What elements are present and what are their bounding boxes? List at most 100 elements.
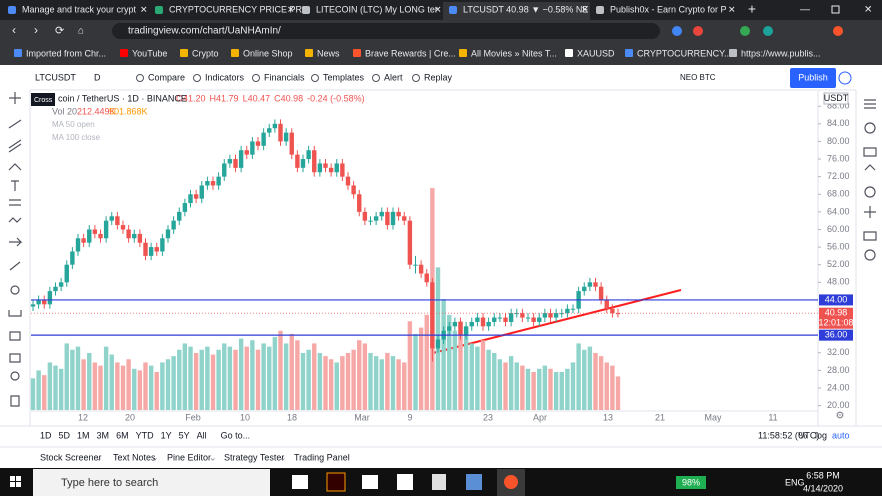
- range-button[interactable]: 1M: [77, 430, 90, 440]
- toolbar-item[interactable]: Templates: [323, 72, 365, 82]
- range-button[interactable]: All: [197, 430, 207, 440]
- app[interactable]: [397, 474, 413, 490]
- publish-button[interactable]: [790, 68, 836, 88]
- pdf-app[interactable]: [432, 474, 446, 490]
- tab-title[interactable]: LITECOIN (LTC) My LONG ter: [316, 4, 438, 14]
- forward[interactable]: ›: [34, 23, 38, 37]
- bookmark-icon: [180, 49, 188, 57]
- panel-caret[interactable]: ⌄: [95, 452, 103, 462]
- panel-tab[interactable]: Strategy Tester: [224, 452, 284, 462]
- panel-caret[interactable]: ⌄: [209, 452, 217, 462]
- tab-title[interactable]: Manage and track your crypt: [22, 4, 137, 14]
- brave-icon[interactable]: [833, 26, 843, 36]
- bookmark[interactable]: YouTube: [132, 48, 167, 58]
- volume-bar: [148, 365, 154, 410]
- minimize[interactable]: —: [800, 5, 810, 16]
- brave-app[interactable]: [504, 475, 518, 489]
- candle-body: [199, 185, 204, 199]
- app[interactable]: [362, 475, 378, 489]
- range-button[interactable]: Go to...: [221, 430, 251, 440]
- tab-title[interactable]: CRYPTOCURRENCY PRICE PRE: [169, 4, 308, 14]
- scale-option[interactable]: auto: [832, 430, 850, 440]
- range-button[interactable]: 5Y: [179, 430, 190, 440]
- play-icon[interactable]: [838, 71, 852, 85]
- bookmark[interactable]: All Movies » Nites T...: [471, 48, 557, 58]
- toolbar-item[interactable]: Financials: [264, 72, 305, 82]
- toolbar-item[interactable]: Indicators: [205, 72, 245, 82]
- panel-tab[interactable]: Pine Editor: [167, 452, 211, 462]
- tab-close[interactable]: ✕: [728, 4, 736, 14]
- candle-body: [267, 128, 272, 133]
- range-button[interactable]: 1Y: [161, 430, 172, 440]
- symbol[interactable]: LTCUSDT: [35, 72, 76, 82]
- range-button[interactable]: 5D: [59, 430, 71, 440]
- interval[interactable]: D: [94, 72, 101, 82]
- panel-tab[interactable]: Trading Panel: [294, 452, 350, 462]
- candle-body: [81, 238, 86, 243]
- x-tick-label: Mar: [354, 412, 370, 422]
- bookmark[interactable]: Crypto: [192, 48, 219, 58]
- range-button[interactable]: 1D: [40, 430, 52, 440]
- reload[interactable]: ⟳: [55, 25, 64, 37]
- tab-title[interactable]: Publish0x - Earn Crypto for P: [610, 4, 727, 14]
- ext-icon[interactable]: [763, 26, 773, 36]
- settings[interactable]: ⚙: [836, 411, 845, 422]
- bookmark[interactable]: Brave Rewards | Cre...: [365, 48, 456, 58]
- level-box: [819, 329, 853, 341]
- bookmark[interactable]: CRYPTOCURRENCY...: [637, 48, 732, 58]
- range-button[interactable]: YTD: [136, 430, 155, 440]
- address-bar[interactable]: [112, 23, 660, 39]
- range-button[interactable]: 6M: [116, 430, 129, 440]
- bookmark[interactable]: https://www.publis...: [741, 48, 821, 58]
- candle-body: [98, 233, 103, 239]
- scale-option[interactable]: log: [815, 430, 827, 440]
- tab-close[interactable]: ✕: [140, 4, 148, 14]
- search-placeholder: Type here to search: [61, 477, 158, 489]
- scale-option[interactable]: %: [799, 430, 807, 440]
- ext-icon[interactable]: [740, 26, 750, 36]
- panel-caret[interactable]: ⌄: [151, 452, 159, 462]
- range-button[interactable]: 3M: [97, 430, 110, 440]
- bookmark[interactable]: XAUUSD: [577, 48, 615, 58]
- new-tab[interactable]: +: [748, 1, 756, 17]
- toolbar-item[interactable]: Alert: [384, 72, 403, 82]
- panel-tab[interactable]: Stock Screener: [40, 452, 102, 462]
- back[interactable]: ‹: [12, 23, 16, 37]
- close-window[interactable]: ✕: [864, 5, 872, 16]
- search-box[interactable]: [33, 469, 270, 496]
- toolbar-item[interactable]: Compare: [148, 72, 185, 82]
- sidebar-icons[interactable]: [863, 99, 877, 261]
- bookmark[interactable]: Imported from Chr...: [26, 48, 106, 58]
- y-tick-label: 72.00: [827, 171, 850, 181]
- tab-close[interactable]: ✕: [287, 4, 295, 14]
- tab-close[interactable]: ✕: [434, 4, 442, 14]
- candle-body: [227, 159, 233, 164]
- volume-bar: [570, 362, 576, 410]
- language: ENG: [785, 477, 805, 487]
- ext-icon[interactable]: [693, 26, 703, 36]
- app[interactable]: [466, 474, 482, 490]
- panel-caret[interactable]: ⌄: [279, 452, 287, 462]
- candle-body: [542, 313, 548, 318]
- tab-close[interactable]: ✕: [581, 4, 589, 14]
- volume-bar: [283, 343, 289, 410]
- home[interactable]: ⌂: [78, 26, 84, 37]
- x-tick-label: 21: [655, 412, 665, 422]
- toolbar-item[interactable]: Replay: [424, 72, 453, 82]
- candle-body: [452, 321, 458, 327]
- ext-icon[interactable]: [672, 26, 682, 36]
- bookmark[interactable]: News: [317, 48, 340, 58]
- mail-app[interactable]: [292, 475, 308, 489]
- tool-icons[interactable]: [8, 92, 23, 407]
- start-button[interactable]: [10, 476, 21, 487]
- maximize[interactable]: [831, 5, 840, 14]
- volume-bar: [92, 362, 98, 410]
- compare-symbol[interactable]: NEO BTC: [680, 73, 716, 82]
- illustrator-app[interactable]: [326, 472, 346, 492]
- tab-title[interactable]: LTCUSDT 40.98 ▼ −0.58% NE: [463, 4, 588, 14]
- bookmark[interactable]: Online Shop: [243, 48, 293, 58]
- candle-body: [210, 181, 216, 186]
- candle-body: [103, 220, 109, 239]
- candle-body: [593, 282, 598, 287]
- panel-tab[interactable]: Text Notes: [113, 452, 156, 462]
